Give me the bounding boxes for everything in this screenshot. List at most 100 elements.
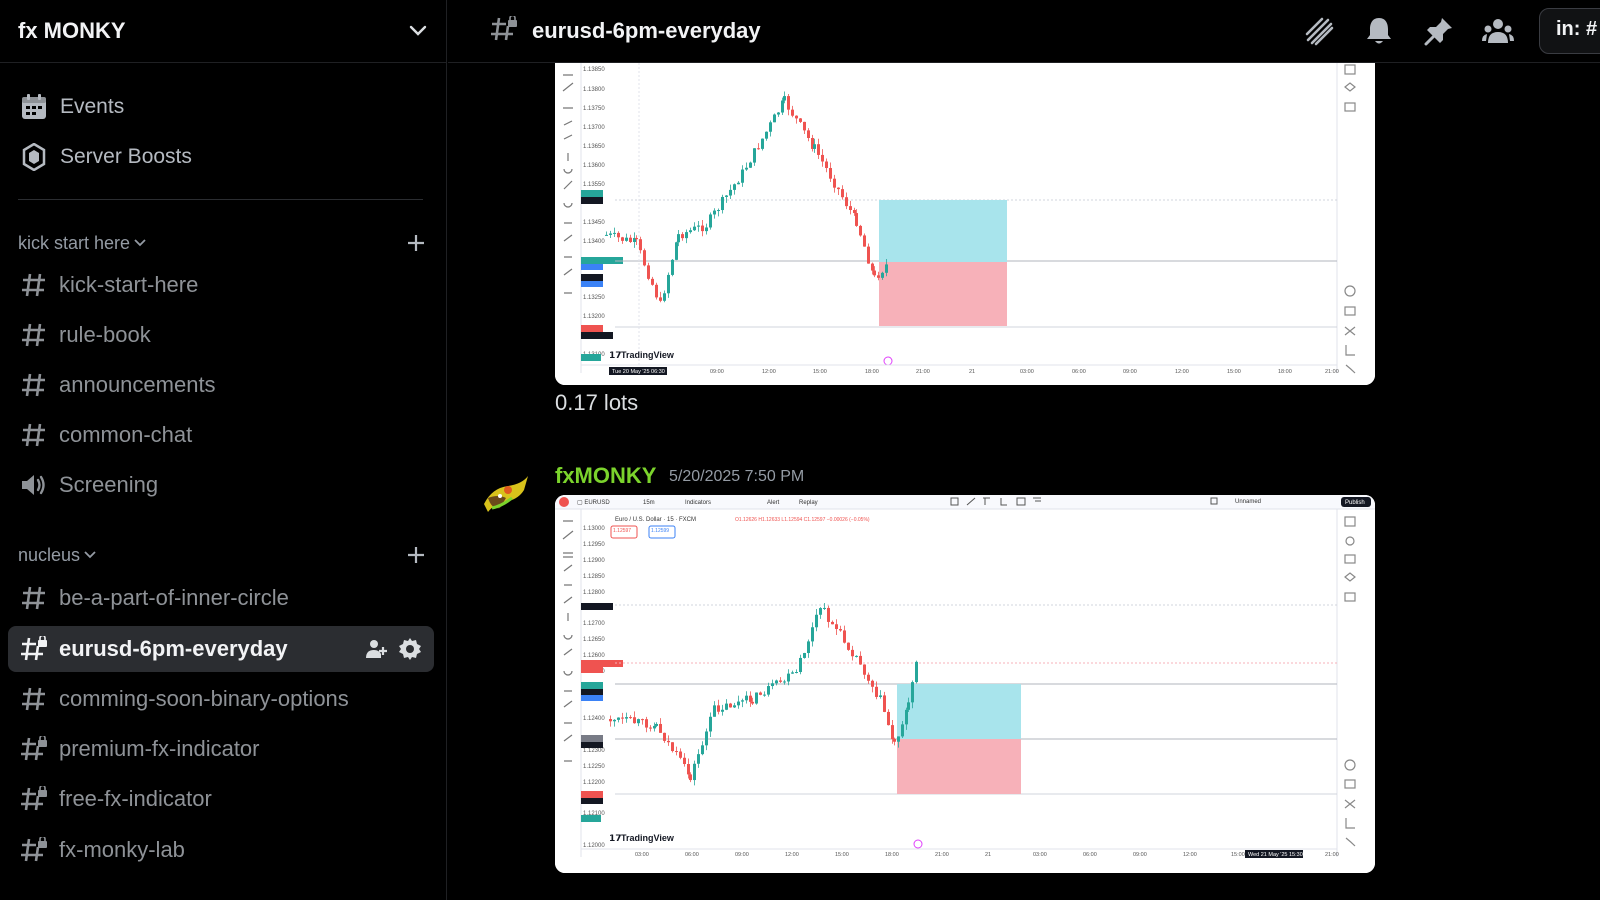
member-list-icon[interactable] — [1481, 14, 1515, 48]
price-axis-labels: 1.13000 1.12950 1.12900 1.12850 1.12800 1.127… — [583, 526, 605, 849]
candle-body — [771, 683, 774, 687]
threads-icon[interactable] — [1302, 14, 1336, 48]
candle-body — [803, 121, 806, 131]
svg-text:Indicators: Indicators — [685, 500, 711, 506]
candle-body — [641, 719, 644, 721]
hash-icon — [18, 369, 50, 401]
sidebar-item-server-boosts[interactable]: Server Boosts — [8, 134, 434, 180]
candle-body — [823, 607, 826, 609]
svg-text:Euro / U.S. Dollar · 15 · FXCM: Euro / U.S. Dollar · 15 · FXCM — [615, 517, 696, 523]
channel-fx-monky-lab[interactable]: fx-monky-lab — [8, 827, 434, 873]
candle-body — [677, 234, 680, 243]
channel-label: common-chat — [59, 422, 193, 447]
svg-text:15:00: 15:00 — [1227, 369, 1241, 375]
search-box[interactable] — [1539, 8, 1600, 54]
candle-body — [635, 237, 638, 240]
category-kick-start-here[interactable]: kick start here — [18, 228, 428, 258]
server-header[interactable]: fx MONKY — [0, 0, 446, 63]
channel-announcements[interactable]: announcements — [8, 362, 434, 408]
svg-text:1.12597: 1.12597 — [613, 528, 631, 534]
candle-body — [787, 96, 790, 110]
svg-text:21: 21 — [985, 852, 991, 858]
chevron-down-icon[interactable] — [408, 21, 428, 41]
candle-body — [819, 608, 822, 615]
candle-body — [887, 711, 890, 726]
candle-body — [783, 96, 786, 101]
svg-text:03:00: 03:00 — [635, 852, 649, 858]
candle-body — [733, 184, 736, 190]
channel-eurusd-6pm-everyday[interactable]: eurusd-6pm-everyday — [8, 626, 434, 672]
svg-text:1.12850: 1.12850 — [583, 574, 605, 580]
candle-body — [693, 763, 696, 781]
channel-kick-start-here[interactable]: kick-start-here — [8, 262, 434, 308]
boost-gem-icon — [19, 142, 49, 172]
candle-body — [891, 725, 894, 740]
candle-body — [651, 278, 654, 285]
message-author[interactable]: fxMONKY — [555, 463, 657, 488]
candle-body — [745, 695, 748, 701]
channel-free-fx-indicator[interactable]: free-fx-indicator — [8, 776, 434, 822]
candle-body — [725, 195, 728, 197]
candle-body — [625, 237, 628, 241]
gear-icon[interactable] — [398, 637, 422, 666]
add-channel-plus-icon[interactable] — [404, 231, 428, 255]
candle-body — [741, 700, 744, 702]
invite-member-icon[interactable] — [364, 637, 388, 666]
candle-body — [855, 213, 858, 226]
add-channel-plus-icon[interactable] — [404, 543, 428, 567]
avatar[interactable] — [478, 468, 530, 520]
channel-screening[interactable]: Screening — [8, 462, 434, 508]
candle-body — [689, 774, 692, 781]
sidebar-item-events[interactable]: Events — [8, 84, 434, 130]
candle-body — [885, 264, 888, 273]
channel-label: be-a-part-of-inner-circle — [59, 585, 289, 610]
svg-text:1.12800: 1.12800 — [583, 590, 605, 596]
channel-premium-fx-indicator[interactable]: premium-fx-indicator — [8, 726, 434, 772]
category-nucleus[interactable]: nucleus — [18, 540, 428, 570]
channel-title: eurusd-6pm-everyday — [532, 18, 761, 43]
tradingview-logo: 𝟭𝟳 TradingView — [609, 833, 675, 843]
candlestick-series — [605, 91, 888, 303]
channel-be-a-part-of-inner-circle[interactable]: be-a-part-of-inner-circle — [8, 575, 434, 621]
locked-hash-icon — [18, 733, 50, 765]
chart-image-attachment[interactable]: 1.13850 1.13800 1.13750 1.13700 1.13650 1.136… — [555, 63, 1375, 385]
chevron-down-icon — [84, 548, 98, 562]
svg-text:06:00: 06:00 — [685, 852, 699, 858]
channel-comming-soon-binary-options[interactable]: comming-soon-binary-options — [8, 676, 434, 722]
candle-body — [815, 614, 818, 628]
candle-body — [625, 717, 628, 719]
candle-body — [745, 167, 748, 170]
candle-body — [705, 227, 708, 232]
channel-common-chat[interactable]: common-chat — [8, 412, 434, 458]
candle-body — [667, 740, 670, 743]
candle-body — [643, 250, 646, 266]
bell-icon[interactable] — [1362, 14, 1396, 48]
candle-body — [761, 138, 764, 149]
channel-rule-book[interactable]: rule-book — [8, 312, 434, 358]
candle-body — [645, 719, 648, 728]
svg-text:TradingView: TradingView — [621, 350, 675, 360]
candle-body — [791, 672, 794, 674]
candle-body — [663, 732, 666, 741]
locked-hash-icon — [490, 14, 518, 47]
tradingview-chart-2: ▢ EURUSD 15m Indicators Alert Replay Unn… — [555, 495, 1375, 873]
candle-body — [733, 705, 736, 708]
channel-label: eurusd-6pm-everyday — [59, 636, 288, 661]
candle-body — [671, 742, 674, 752]
candle-body — [709, 214, 712, 228]
candle-body — [871, 263, 874, 271]
svg-text:1.13700: 1.13700 — [583, 125, 605, 131]
svg-text:Wed 21 May '25 15:30: Wed 21 May '25 15:30 — [1248, 852, 1303, 858]
candle-body — [655, 723, 658, 726]
candle-body — [721, 709, 724, 712]
svg-text:𝟭𝟳: 𝟭𝟳 — [609, 350, 622, 360]
chart-image-attachment[interactable]: ▢ EURUSD 15m Indicators Alert Replay Unn… — [555, 495, 1375, 873]
svg-text:1.12300: 1.12300 — [583, 748, 605, 754]
pin-icon[interactable] — [1422, 14, 1456, 48]
candle-body — [705, 731, 708, 746]
candle-body — [795, 115, 798, 119]
candle-body — [871, 680, 874, 687]
svg-text:1.12100: 1.12100 — [583, 811, 605, 817]
svg-text:1.12250: 1.12250 — [583, 764, 605, 770]
search-input[interactable] — [1556, 18, 1600, 41]
